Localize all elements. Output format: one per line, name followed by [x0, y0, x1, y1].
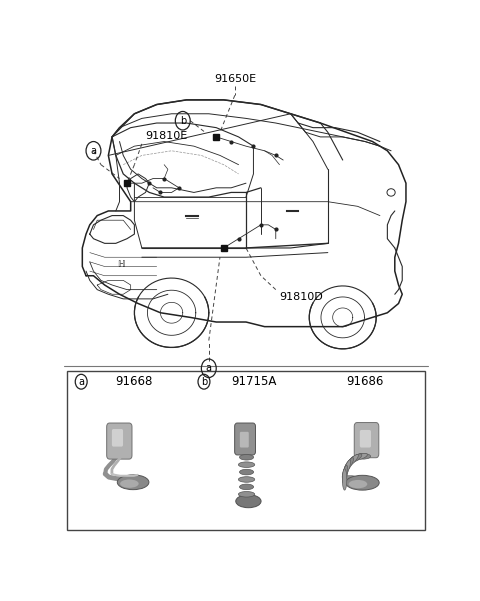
Text: b: b [180, 116, 186, 126]
FancyBboxPatch shape [240, 432, 249, 448]
Ellipse shape [120, 480, 139, 488]
FancyBboxPatch shape [67, 371, 424, 530]
Ellipse shape [348, 454, 362, 463]
Ellipse shape [240, 484, 253, 490]
Ellipse shape [342, 460, 351, 479]
Ellipse shape [348, 480, 367, 488]
Text: a: a [206, 363, 212, 373]
Text: 91810E: 91810E [145, 130, 188, 141]
Text: a: a [90, 146, 96, 156]
Ellipse shape [239, 492, 255, 497]
Ellipse shape [344, 457, 354, 472]
Ellipse shape [351, 453, 367, 460]
Ellipse shape [239, 462, 255, 468]
FancyBboxPatch shape [112, 429, 123, 447]
Text: a: a [78, 377, 84, 386]
Text: 91686: 91686 [347, 375, 384, 388]
Ellipse shape [239, 477, 255, 482]
Ellipse shape [356, 454, 371, 459]
Ellipse shape [236, 495, 261, 508]
Ellipse shape [345, 454, 359, 468]
FancyBboxPatch shape [107, 423, 132, 459]
Text: 91668: 91668 [116, 375, 153, 388]
FancyBboxPatch shape [235, 423, 255, 455]
FancyBboxPatch shape [354, 423, 379, 458]
Ellipse shape [240, 469, 253, 475]
Text: ℍ: ℍ [118, 260, 125, 269]
Ellipse shape [117, 475, 149, 490]
Ellipse shape [346, 475, 379, 490]
Text: b: b [201, 377, 207, 386]
Text: 91715A: 91715A [231, 375, 276, 388]
Ellipse shape [342, 465, 348, 483]
FancyBboxPatch shape [360, 430, 371, 448]
Text: 91650E: 91650E [214, 74, 256, 84]
Ellipse shape [240, 454, 253, 460]
Text: 91810D: 91810D [279, 292, 323, 302]
Ellipse shape [342, 469, 347, 490]
